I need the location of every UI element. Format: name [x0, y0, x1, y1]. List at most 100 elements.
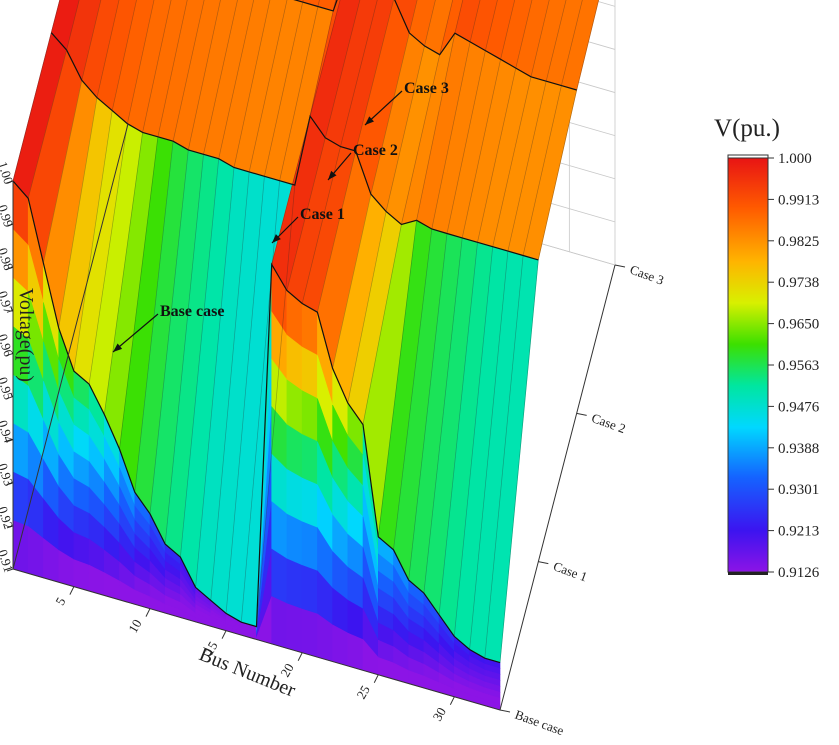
bus-line: [332, 0, 418, 369]
x-tick: [69, 586, 75, 595]
annotation-arrowhead: [328, 170, 337, 180]
surface-layer: [12, 0, 600, 711]
case-annotation: Base case: [160, 303, 224, 320]
bus-line: [210, 0, 288, 601]
case-line: [50, 32, 539, 261]
surface-skirt: [271, 596, 288, 649]
bus-line: [240, 0, 320, 623]
colorbar-label: 0.9213: [778, 524, 819, 540]
bus-line: [27, 0, 80, 199]
colorbar-top-cap: [727, 154, 769, 159]
z-tick-label: 0.99: [0, 203, 16, 229]
bus-line: [88, 0, 155, 385]
surface-skirt: [286, 468, 303, 523]
surface-skirt: [286, 558, 303, 610]
case-tick: [614, 264, 626, 268]
colorbar-label: 0.9563: [778, 358, 819, 374]
x-tick-label: 30: [429, 705, 448, 724]
bus-line: [12, 0, 61, 182]
bus-line: [43, 0, 102, 264]
colorbar-label: 0.9476: [778, 399, 820, 415]
bus-line: [408, 0, 498, 581]
surface-skirt: [271, 548, 288, 605]
x-tick: [221, 630, 227, 639]
x-tick-label: 20: [277, 661, 296, 680]
bus-line: [271, 0, 341, 265]
surface-skirt: [347, 632, 364, 671]
z-tick: [6, 180, 14, 184]
bus-line: [256, 0, 337, 627]
surface-skirt: [286, 513, 303, 566]
surface-skirt: [286, 603, 303, 654]
case-annotation: Case 3: [404, 80, 449, 97]
z-tick-label: 0.96: [0, 332, 17, 359]
x-tick: [297, 652, 303, 661]
bus-line: [469, 0, 567, 650]
bus-line: [73, 0, 137, 372]
bus-line: [103, 0, 172, 415]
surface-skirt: [301, 346, 318, 399]
bus-line: [180, 0, 255, 558]
y-axis-title: Voltage(pu): [15, 288, 37, 382]
bus-line: [377, 0, 464, 537]
z-tick-label: 0.97: [0, 289, 17, 316]
z-tick: [6, 223, 14, 227]
colorbar-label: 0.9738: [778, 275, 819, 291]
case-tick: [538, 561, 549, 565]
z-tick-label: 0.94: [0, 418, 17, 445]
x-tick: [145, 608, 151, 617]
z-tick: [6, 568, 14, 572]
case-line: [12, 180, 501, 664]
z-tick-label: 0.91: [0, 548, 16, 574]
surface-skirt: [301, 564, 318, 615]
z-tick: [6, 352, 14, 356]
bus-line: [149, 0, 221, 514]
colorbar: V(pu.) 1.000 0.9913 0.9825 0.9738 0.9650 0.956…: [714, 115, 820, 581]
bus-line: [453, 0, 550, 637]
z-tick-label: 0.93: [0, 461, 16, 487]
z-tick-label: 0.92: [0, 505, 16, 531]
annotation-layer: Case 3 Case 2 Case 1 Base case: [112, 80, 449, 353]
case-tick: [576, 412, 587, 416]
surface-skirt: [73, 559, 90, 592]
x-tick-label: 5: [52, 595, 68, 608]
annotation-arrowhead: [365, 116, 374, 125]
case-tick-label: Case 1: [551, 558, 589, 584]
case-line: [293, 0, 577, 91]
bus-line: [393, 0, 481, 550]
bus-line: [301, 0, 378, 304]
case-tick: [499, 709, 511, 713]
x-tick-label: 15: [201, 639, 220, 658]
colorbar-label: 0.9301: [778, 482, 819, 498]
x-tick-label: 25: [353, 683, 372, 702]
x-tick: [449, 696, 455, 706]
annotation-arrowhead: [272, 234, 281, 243]
surface-skirt: [301, 608, 318, 658]
x-tick-label: 10: [125, 617, 144, 636]
bus-line: [347, 0, 436, 404]
z-tick-label: 0.98: [0, 246, 16, 272]
colorbar-label: 0.9126: [778, 565, 820, 581]
z-tick: [6, 309, 14, 313]
colorbar-label: 1.000: [778, 151, 812, 167]
annotation-arrowhead: [113, 343, 123, 352]
z-tick-label: 1.00: [0, 160, 16, 186]
x-tick: [373, 674, 379, 683]
bus-line: [286, 0, 361, 291]
z-tick: [6, 439, 14, 443]
colorbar-label: 0.9650: [778, 317, 819, 333]
surface-skirt: [12, 422, 29, 481]
bus-line: [195, 0, 271, 588]
bus-line: [423, 0, 516, 594]
case-tick-label: Base case: [513, 707, 566, 739]
colorbar-label: 0.9913: [778, 192, 819, 208]
floor-frame: [12, 123, 616, 711]
surface-skirt: [301, 390, 318, 443]
z-tick: [6, 525, 14, 529]
bus-line: [119, 0, 188, 450]
colorbar-bottom-cap: [728, 572, 768, 575]
bus-line: [499, 0, 600, 663]
z-tick: [6, 482, 14, 486]
bus-line: [225, 0, 304, 614]
